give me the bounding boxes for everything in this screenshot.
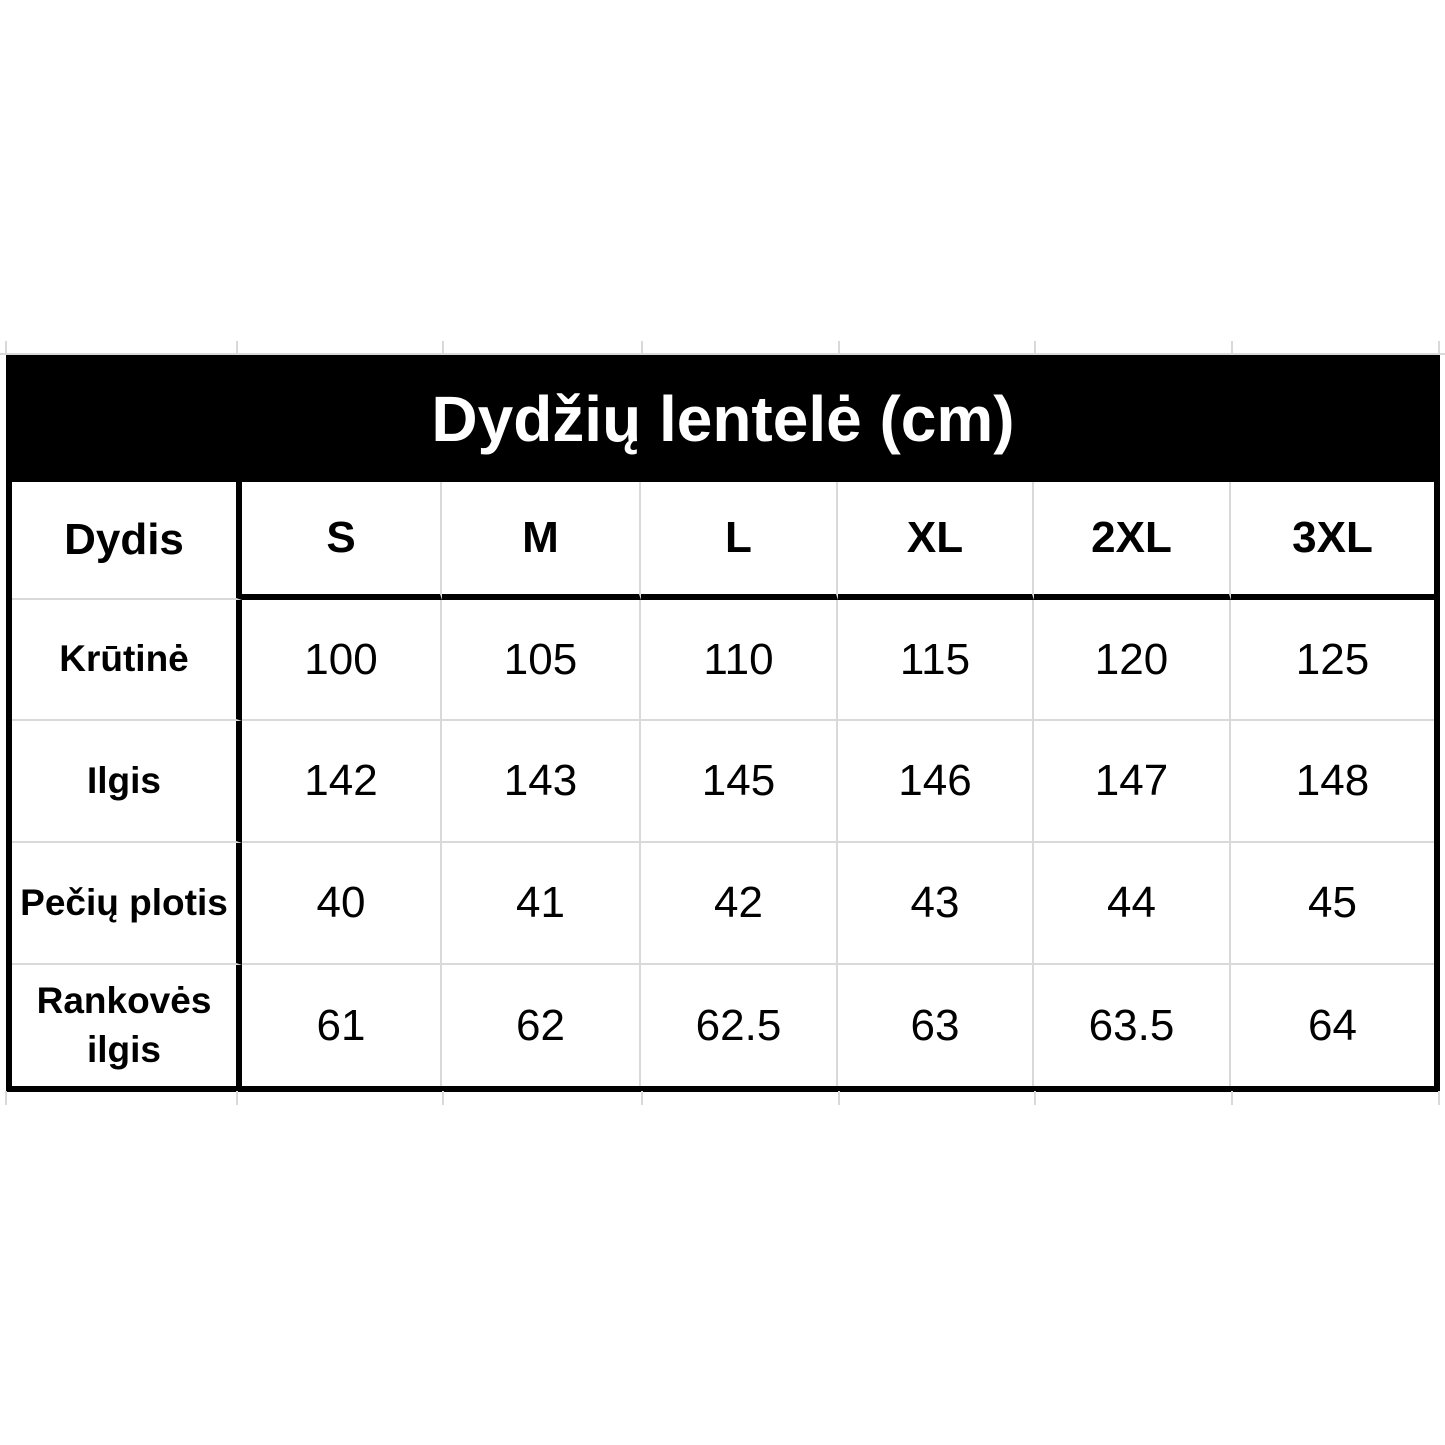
column-header-dydis: Dydis — [12, 482, 242, 600]
table-cell: 64 — [1231, 965, 1434, 1086]
table-cell: 63.5 — [1034, 965, 1231, 1086]
size-table: Dydis S M L XL 2XL 3XL Krūtinė 100 105 1… — [6, 482, 1440, 1092]
table-cell: 143 — [442, 721, 641, 843]
spreadsheet-gridline-stub — [641, 1091, 643, 1105]
table-cell: 120 — [1034, 600, 1231, 721]
table-title-band: Dydžių lentelė (cm) — [6, 355, 1440, 482]
table-cell: 63 — [838, 965, 1034, 1086]
table-cell: 148 — [1231, 721, 1434, 843]
spreadsheet-gridline-stub — [236, 1091, 238, 1105]
table-cell: 145 — [641, 721, 838, 843]
spreadsheet-gridline-horizontal — [0, 353, 1445, 355]
table-cell: 43 — [838, 843, 1034, 965]
spreadsheet-gridline-stub — [1034, 1091, 1036, 1105]
spreadsheet-gridline-stub — [442, 341, 444, 353]
table-cell: 61 — [242, 965, 442, 1086]
spreadsheet-gridline-stub — [641, 341, 643, 353]
spreadsheet-gridline-stub — [1438, 341, 1440, 353]
row-label-ilgis: Ilgis — [12, 721, 242, 843]
spreadsheet-gridline-stub — [1034, 341, 1036, 353]
table-cell: 62 — [442, 965, 641, 1086]
spreadsheet-gridline-stub — [5, 1091, 7, 1105]
table-cell: 45 — [1231, 843, 1434, 965]
row-label-rankoves-ilgis: Rankovės ilgis — [12, 965, 242, 1086]
column-header-s: S — [242, 482, 442, 600]
spreadsheet-gridline-stub — [5, 341, 7, 353]
column-header-l: L — [641, 482, 838, 600]
table-cell: 62.5 — [641, 965, 838, 1086]
column-header-3xl: 3XL — [1231, 482, 1434, 600]
table-cell: 44 — [1034, 843, 1231, 965]
column-header-m: M — [442, 482, 641, 600]
table-cell: 142 — [242, 721, 442, 843]
size-table-sheet: Dydžių lentelė (cm) Dydis S M L XL 2XL 3… — [6, 355, 1440, 1092]
table-cell: 41 — [442, 843, 641, 965]
spreadsheet-gridline-stub — [1231, 1091, 1233, 1105]
table-cell: 146 — [838, 721, 1034, 843]
table-cell: 40 — [242, 843, 442, 965]
table-cell: 42 — [641, 843, 838, 965]
table-title: Dydžių lentelė (cm) — [431, 382, 1015, 455]
table-cell: 105 — [442, 600, 641, 721]
table-cell: 125 — [1231, 600, 1434, 721]
column-header-2xl: 2XL — [1034, 482, 1231, 600]
table-cell: 100 — [242, 600, 442, 721]
spreadsheet-gridline-stub — [1438, 1091, 1440, 1105]
table-cell: 147 — [1034, 721, 1231, 843]
row-label-krutine: Krūtinė — [12, 600, 242, 721]
table-cell: 110 — [641, 600, 838, 721]
spreadsheet-gridline-stub — [838, 341, 840, 353]
row-label-peciu-plotis: Pečių plotis — [12, 843, 242, 965]
spreadsheet-gridline-stub — [1231, 341, 1233, 353]
spreadsheet-gridline-stub — [838, 1091, 840, 1105]
spreadsheet-gridline-stub — [236, 341, 238, 353]
table-cell: 115 — [838, 600, 1034, 721]
spreadsheet-gridline-stub — [442, 1091, 444, 1105]
column-header-xl: XL — [838, 482, 1034, 600]
